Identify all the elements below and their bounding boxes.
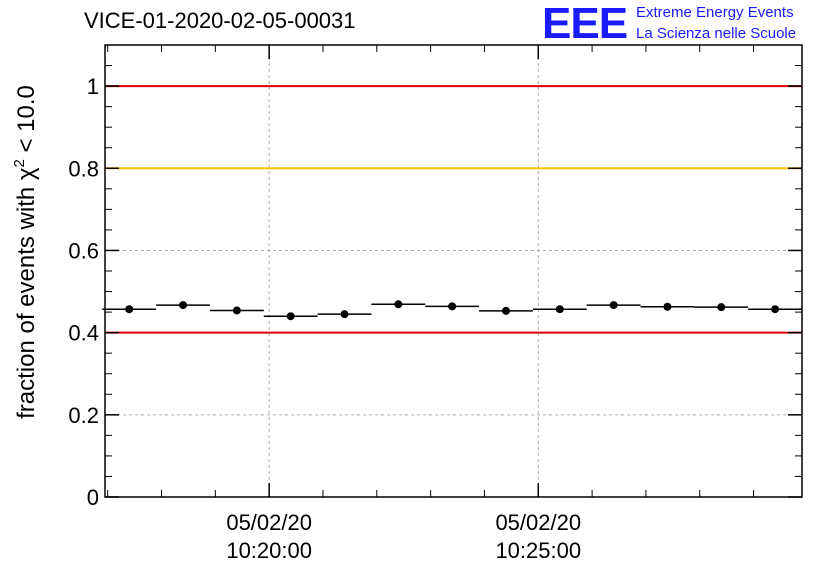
data-point bbox=[179, 301, 188, 310]
data-point bbox=[717, 303, 726, 312]
logo-line-1: Extreme Energy Events bbox=[636, 4, 794, 21]
y-tick-label: 0.2 bbox=[68, 403, 99, 428]
y-axis-title-sup: 2 bbox=[11, 159, 28, 167]
y-tick-label: 0.8 bbox=[68, 156, 99, 181]
x-tick-label-time: 10:20:00 bbox=[226, 538, 312, 563]
y-tick-label: 1 bbox=[87, 74, 99, 99]
data-series bbox=[102, 300, 802, 321]
data-point bbox=[663, 302, 672, 311]
data-point bbox=[286, 312, 295, 321]
y-tick-label: 0.6 bbox=[68, 238, 99, 263]
logo-mark: EEE bbox=[542, 0, 628, 48]
data-point bbox=[501, 306, 510, 315]
data-point bbox=[771, 305, 780, 314]
data-point bbox=[340, 310, 349, 319]
x-tick-label-date: 05/02/20 bbox=[226, 510, 312, 535]
tick-marks bbox=[105, 45, 802, 498]
data-point bbox=[609, 301, 618, 310]
y-axis-title-prefix: fraction of events with χ bbox=[13, 167, 40, 419]
chart-title: VICE-01-2020-02-05-00031 bbox=[84, 8, 356, 33]
y-tick-label: 0.4 bbox=[68, 321, 99, 346]
tick-labels: 0 0.2 0.4 0.6 0.8 1 05/02/20 10:20:00 05/02/20 10… bbox=[68, 74, 581, 563]
plot-frame bbox=[104, 44, 803, 498]
y-axis-title: fraction of events with χ2 < 10.0 bbox=[11, 85, 40, 419]
reference-lines bbox=[105, 85, 802, 334]
y-tick-label: 0 bbox=[87, 485, 99, 510]
data-point bbox=[394, 300, 403, 309]
data-point bbox=[448, 302, 457, 311]
data-point bbox=[232, 306, 241, 315]
data-point bbox=[125, 305, 134, 314]
x-tick-label-time: 10:25:00 bbox=[495, 538, 581, 563]
y-axis-title-suffix: < 10.0 bbox=[13, 85, 40, 159]
x-tick-label-date: 05/02/20 bbox=[495, 510, 581, 535]
data-point bbox=[555, 305, 564, 314]
grid-layer bbox=[105, 45, 802, 497]
logo-line-2: La Scienza nelle Scuole bbox=[636, 25, 797, 42]
